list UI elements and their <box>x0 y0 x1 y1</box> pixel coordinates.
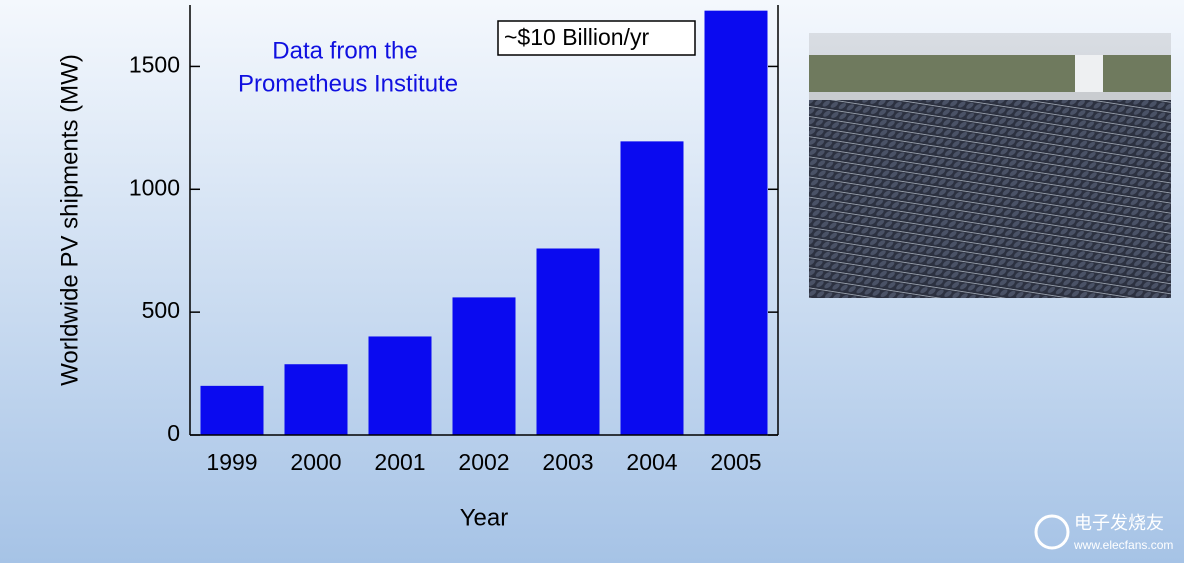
x-tick-label: 2005 <box>710 449 761 475</box>
x-tick-label: 2001 <box>374 449 425 475</box>
annotation: Data from the <box>272 37 417 64</box>
watermark-brand: 电子发烧友 <box>1074 513 1164 533</box>
bar <box>284 364 348 435</box>
bar <box>536 248 600 435</box>
x-tick-label: 2004 <box>626 449 677 475</box>
y-tick-label: 1500 <box>129 52 180 78</box>
x-tick-label: 2002 <box>458 449 509 475</box>
chart: Worldwide PV shipments (MW) Year Data fr… <box>56 5 779 531</box>
watermark: 电子发烧友 www.elecfans.com <box>1034 513 1173 552</box>
bar <box>452 297 516 435</box>
x-tick-label: 1999 <box>206 449 257 475</box>
y-tick-label: 500 <box>142 297 180 323</box>
x-axis-label: Year <box>460 504 509 531</box>
x-tick-label: 2003 <box>542 449 593 475</box>
photo <box>809 33 1171 298</box>
bar <box>200 385 264 435</box>
boxed-annotation: ~$10 Billion/yr <box>504 24 649 50</box>
watermark-url: www.elecfans.com <box>1073 538 1173 552</box>
y-tick-label: 0 <box>167 420 180 446</box>
bar <box>704 10 768 435</box>
annotation-box <box>497 20 696 56</box>
y-axis-label: Worldwide PV shipments (MW) <box>56 54 83 386</box>
bar <box>620 141 684 435</box>
annotation: Prometheus Institute <box>238 70 458 97</box>
y-tick-label: 1000 <box>129 174 180 200</box>
x-tick-label: 2000 <box>290 449 341 475</box>
bar <box>368 336 432 435</box>
